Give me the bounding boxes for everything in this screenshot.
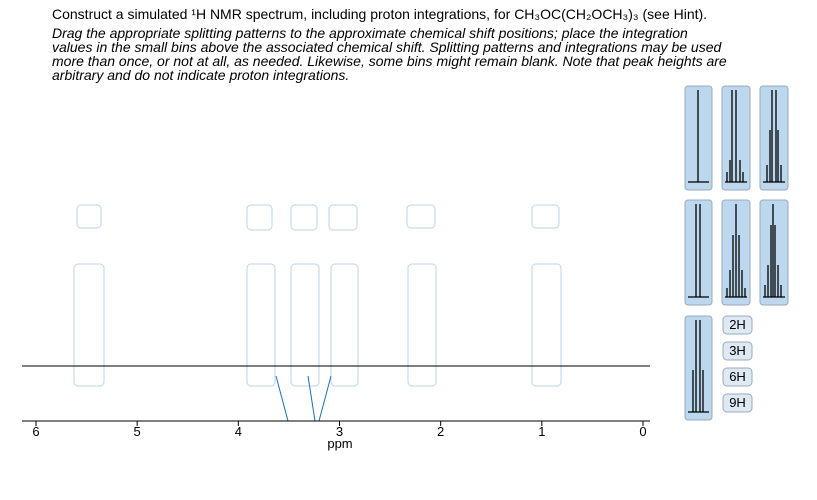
tick-label: 1 bbox=[538, 424, 545, 439]
integration-label: 6H bbox=[729, 369, 746, 384]
pattern-bin[interactable] bbox=[246, 263, 276, 387]
pattern-tile[interactable] bbox=[721, 199, 751, 306]
tick-label: 4 bbox=[235, 424, 242, 439]
pattern-tile[interactable] bbox=[684, 199, 713, 306]
instruction-line: arbitrary and do not indicate proton int… bbox=[52, 67, 350, 83]
integration-tile[interactable]: 6H bbox=[722, 367, 753, 387]
integration-bin[interactable] bbox=[246, 204, 273, 231]
tile-bg bbox=[722, 393, 753, 413]
tick-label: 3 bbox=[336, 424, 343, 439]
tile-bg bbox=[722, 315, 753, 335]
pattern-bin[interactable] bbox=[290, 263, 320, 387]
pattern-bin[interactable] bbox=[73, 263, 105, 387]
integration-bin[interactable] bbox=[290, 204, 318, 231]
pattern-tile[interactable] bbox=[721, 85, 751, 191]
instruction-line: more than once, or not at all, as needed… bbox=[52, 53, 727, 69]
pattern-bin[interactable] bbox=[330, 263, 359, 387]
integration-label: 3H bbox=[729, 343, 746, 358]
pointer-line bbox=[318, 375, 332, 422]
integration-bin[interactable] bbox=[328, 204, 358, 231]
pattern-bin[interactable] bbox=[407, 263, 437, 387]
pattern-tile[interactable] bbox=[759, 199, 789, 306]
bins bbox=[73, 204, 562, 387]
integration-palette: 2H 3H 6H 9H bbox=[722, 315, 753, 413]
tick-label: 2 bbox=[437, 424, 444, 439]
instructions: Drag the appropriate splitting patterns … bbox=[52, 26, 727, 82]
integration-tile[interactable]: 2H bbox=[722, 315, 753, 335]
pattern-bin[interactable] bbox=[531, 263, 562, 387]
pattern-tile[interactable] bbox=[684, 85, 713, 191]
question: Construct a simulated ¹H NMR spectrum, i… bbox=[52, 6, 708, 22]
integration-tile[interactable]: 3H bbox=[722, 341, 753, 361]
pointer-line bbox=[275, 375, 289, 422]
pointer-line bbox=[307, 375, 316, 422]
integration-bin[interactable] bbox=[531, 204, 560, 229]
tile-bg bbox=[722, 341, 753, 361]
integration-label: 2H bbox=[729, 317, 746, 332]
tick-label: 5 bbox=[134, 424, 141, 439]
pattern-tile[interactable] bbox=[759, 85, 789, 191]
pattern-palette bbox=[684, 85, 789, 421]
instruction-line: Drag the appropriate splitting patterns … bbox=[52, 25, 688, 41]
instruction-line: values in the small bins above the assoc… bbox=[52, 39, 722, 55]
axis-label: ppm bbox=[327, 436, 352, 451]
integration-label: 9H bbox=[729, 395, 746, 410]
integration-tile[interactable]: 9H bbox=[722, 393, 753, 413]
tick-label: 0 bbox=[639, 424, 646, 439]
tile-bg bbox=[722, 367, 753, 387]
integration-bin[interactable] bbox=[76, 204, 102, 229]
integration-bin[interactable] bbox=[406, 204, 436, 229]
pattern-tile[interactable] bbox=[684, 315, 713, 421]
tick-label: 6 bbox=[32, 424, 39, 439]
